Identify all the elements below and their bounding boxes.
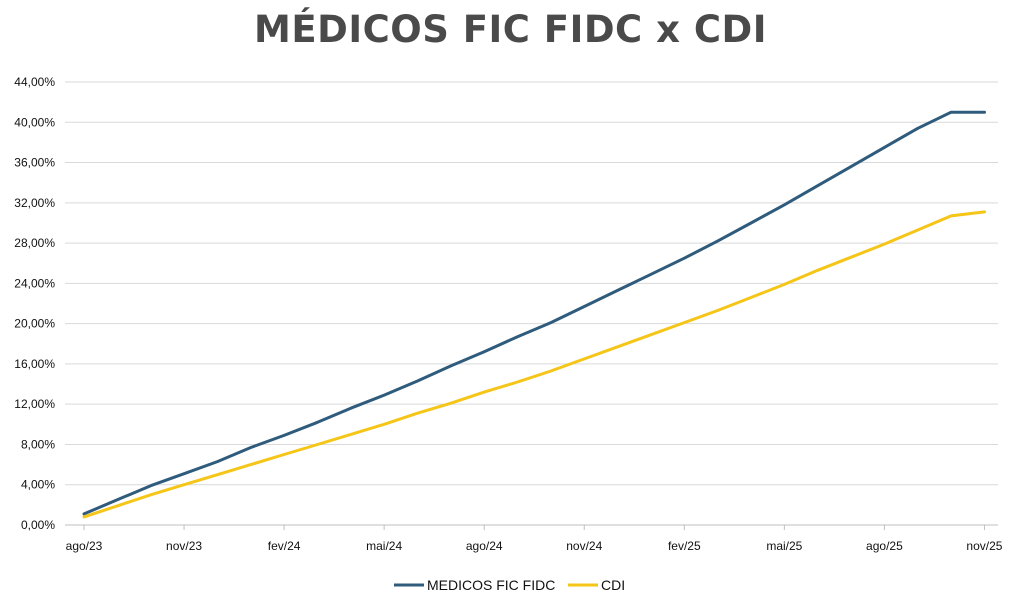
x-tick-label: ago/23: [66, 539, 103, 553]
series-line-medicos-fic-fidc: [82, 110, 986, 516]
series-line-cdi: [82, 210, 986, 519]
y-tick-label: 28,00%: [14, 236, 55, 250]
axes: [65, 524, 998, 530]
y-tick-label: 44,00%: [14, 75, 55, 89]
legend-item-cdi: CDI: [568, 577, 625, 593]
chart-title: MÉDICOS FIC FIDC x CDI: [254, 8, 767, 51]
series-lines: [82, 110, 986, 519]
y-tick-label: 4,00%: [21, 478, 55, 492]
y-tick-label: 12,00%: [14, 397, 55, 411]
y-tick-label: 0,00%: [21, 518, 55, 532]
x-tick-label: nov/24: [566, 539, 602, 553]
x-tick-label: nov/23: [166, 539, 202, 553]
y-tick-label: 16,00%: [14, 357, 55, 371]
y-tick-label: 36,00%: [14, 156, 55, 170]
x-tick-label: mai/24: [366, 539, 402, 553]
legend: MEDICOS FIC FIDC CDI: [394, 577, 625, 593]
y-tick-label: 32,00%: [14, 196, 55, 210]
x-tick-label: ago/24: [466, 539, 503, 553]
legend-label: CDI: [601, 577, 625, 593]
legend-item-medicos-fic-fidc: MEDICOS FIC FIDC: [394, 577, 555, 593]
y-tick-label: 8,00%: [21, 437, 55, 451]
y-tick-label: 40,00%: [14, 115, 55, 129]
gridlines: [65, 81, 998, 486]
x-tick-label: fev/25: [668, 539, 701, 553]
x-axis-tick-labels: ago/23 nov/23 fev/24 mai/24 ago/24 nov/24 fev/…: [66, 539, 1003, 553]
x-tick-label: fev/24: [268, 539, 301, 553]
y-axis-tick-labels: 0,00% 4,00% 8,00% 12,00% 16,00% 20,00% 24,00% 2…: [14, 75, 55, 532]
x-tick-label: nov/25: [966, 539, 1002, 553]
y-tick-label: 24,00%: [14, 276, 55, 290]
x-tick-label: mai/25: [766, 539, 802, 553]
x-tick-label: ago/25: [866, 539, 903, 553]
y-tick-label: 20,00%: [14, 317, 55, 331]
legend-label: MEDICOS FIC FIDC: [427, 577, 555, 593]
